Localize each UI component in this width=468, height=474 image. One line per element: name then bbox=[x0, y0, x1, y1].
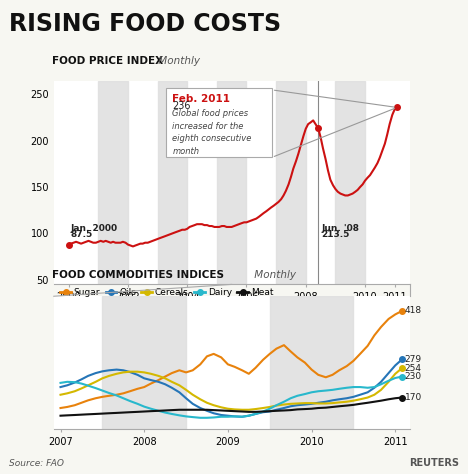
Text: Jun. '08: Jun. '08 bbox=[321, 224, 359, 233]
Text: Monthly: Monthly bbox=[155, 56, 200, 66]
Text: 230: 230 bbox=[404, 372, 422, 381]
Text: Jan. 2000: Jan. 2000 bbox=[70, 224, 117, 233]
Legend: Sugar, Oils, Cereals, Dairy, Meat: Sugar, Oils, Cereals, Dairy, Meat bbox=[57, 285, 277, 301]
Text: FOOD COMMODITIES INDICES: FOOD COMMODITIES INDICES bbox=[52, 270, 224, 280]
Text: 279: 279 bbox=[404, 355, 422, 364]
Text: REUTERS: REUTERS bbox=[409, 458, 459, 468]
Text: 418: 418 bbox=[404, 306, 422, 315]
Text: 87.5: 87.5 bbox=[70, 230, 92, 239]
Text: 254: 254 bbox=[404, 364, 422, 373]
Bar bbox=[98, 81, 128, 284]
Bar bbox=[158, 81, 187, 284]
Bar bbox=[276, 81, 306, 284]
Text: Global food prices
increased for the
eighth consecutive
month: Global food prices increased for the eig… bbox=[172, 109, 252, 156]
Text: 213.5: 213.5 bbox=[321, 230, 350, 239]
Text: Source: FAO: Source: FAO bbox=[9, 459, 65, 468]
Text: Feb. 2011: Feb. 2011 bbox=[172, 93, 230, 103]
Text: 170: 170 bbox=[404, 393, 422, 402]
Bar bbox=[336, 81, 365, 284]
Text: FOOD PRICE INDEX: FOOD PRICE INDEX bbox=[52, 56, 163, 66]
Text: Monthly: Monthly bbox=[251, 270, 296, 280]
Bar bbox=[270, 296, 353, 429]
Bar bbox=[102, 296, 186, 429]
Bar bbox=[217, 81, 247, 284]
FancyBboxPatch shape bbox=[167, 88, 271, 157]
Text: 236: 236 bbox=[172, 101, 191, 111]
Text: RISING FOOD COSTS: RISING FOOD COSTS bbox=[9, 12, 281, 36]
